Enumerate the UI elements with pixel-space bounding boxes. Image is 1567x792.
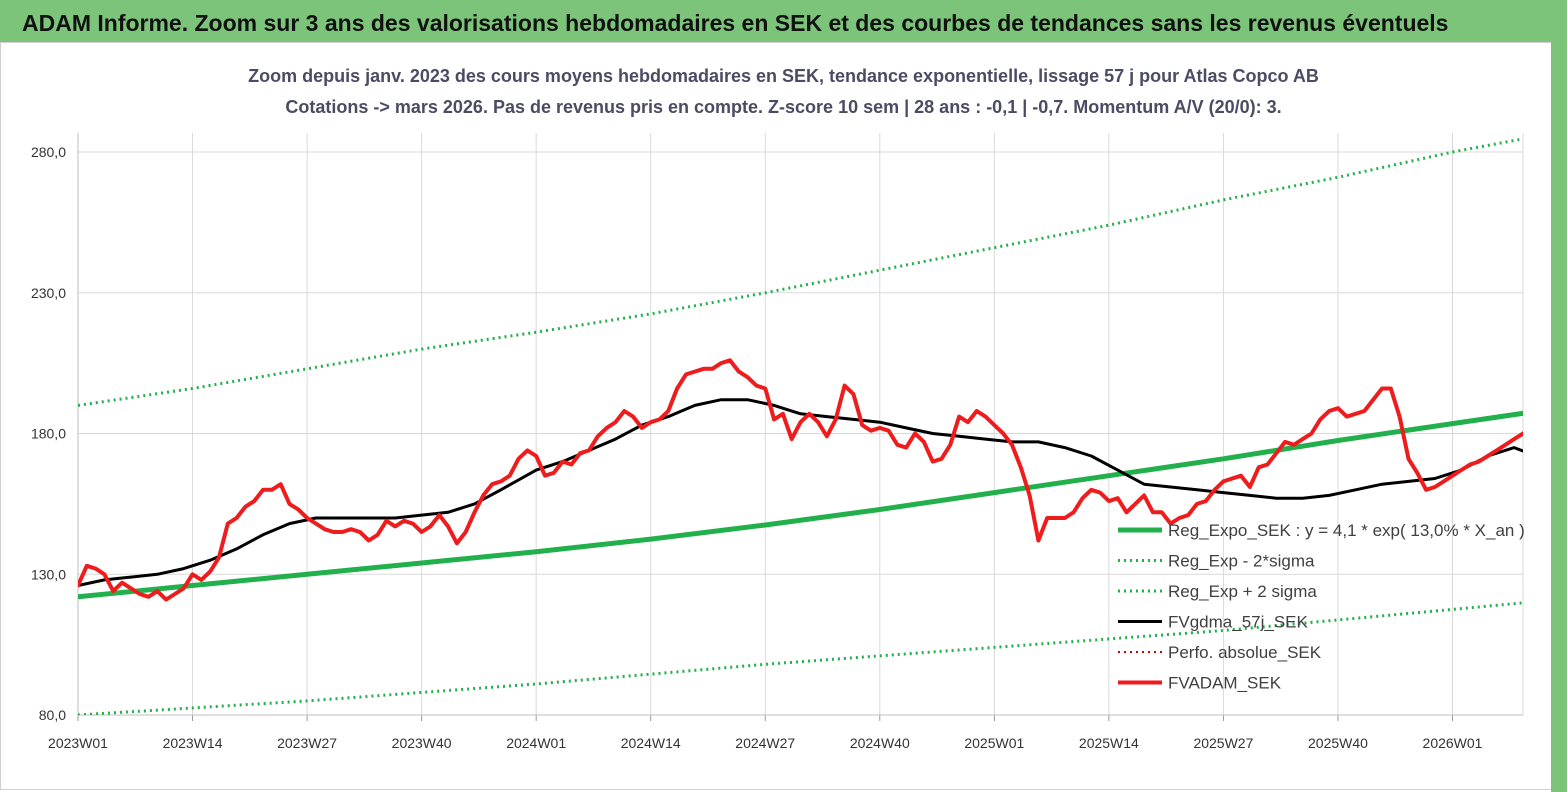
y-tick-label: 180,0	[31, 426, 66, 442]
y-tick-label: 280,0	[31, 144, 66, 160]
y-tick-label: 80,0	[39, 707, 66, 723]
x-tick-label: 2025W01	[964, 735, 1024, 751]
legend-label: FVgdma_57j_SEK	[1168, 613, 1309, 632]
x-tick-label: 2025W14	[1079, 735, 1139, 751]
series-line-2	[78, 137, 1523, 407]
x-tick-label: 2023W01	[48, 735, 108, 751]
legend-label: Reg_Exp + 2 sigma	[1168, 582, 1317, 601]
legend: Reg_Expo_SEK : y = 4,1 * exp( 13,0% * X_…	[1118, 521, 1525, 693]
x-tick-label: 2024W27	[735, 735, 795, 751]
banner-title: ADAM Informe. Zoom sur 3 ans des valoris…	[0, 0, 1567, 42]
series-line-0	[78, 410, 1523, 600]
chart-title: Zoom depuis janv. 2023 des cours moyens …	[248, 66, 1319, 86]
legend-label: Reg_Expo_SEK : y = 4,1 * exp( 13,0% * X_…	[1168, 521, 1525, 540]
x-tick-label: 2023W27	[277, 735, 337, 751]
x-axis: 2023W01 2023W14 2023W27 2023W40 2024W01 2024W…	[48, 714, 1523, 751]
series-line-5	[78, 358, 1523, 602]
y-axis: 80,0 130,0 180,0 230,0 280,0	[31, 133, 79, 723]
chart-subtitle: Cotations -> mars 2026. Pas de revenus p…	[285, 97, 1282, 117]
x-tick-label: 2024W14	[621, 735, 681, 751]
x-tick-label: 2024W01	[506, 735, 566, 751]
series-line-3	[78, 398, 1523, 587]
legend-label: FVADAM_SEK	[1168, 674, 1282, 693]
series-group	[78, 137, 1523, 715]
y-tick-label: 130,0	[31, 566, 66, 582]
x-tick-label: 2025W40	[1308, 735, 1368, 751]
x-tick-label: 2025W27	[1193, 735, 1253, 751]
right-edge-strip	[1551, 42, 1567, 792]
y-tick-label: 230,0	[31, 285, 66, 301]
x-tick-label: 2026W01	[1423, 735, 1483, 751]
legend-label: Reg_Exp - 2*sigma	[1168, 552, 1315, 571]
series-line-1	[78, 601, 1523, 715]
legend-label: Perfo. absolue_SEK	[1168, 643, 1322, 662]
x-tick-label: 2023W40	[392, 735, 452, 751]
x-tick-label: 2023W14	[163, 735, 223, 751]
x-tick-label: 2024W40	[850, 735, 910, 751]
